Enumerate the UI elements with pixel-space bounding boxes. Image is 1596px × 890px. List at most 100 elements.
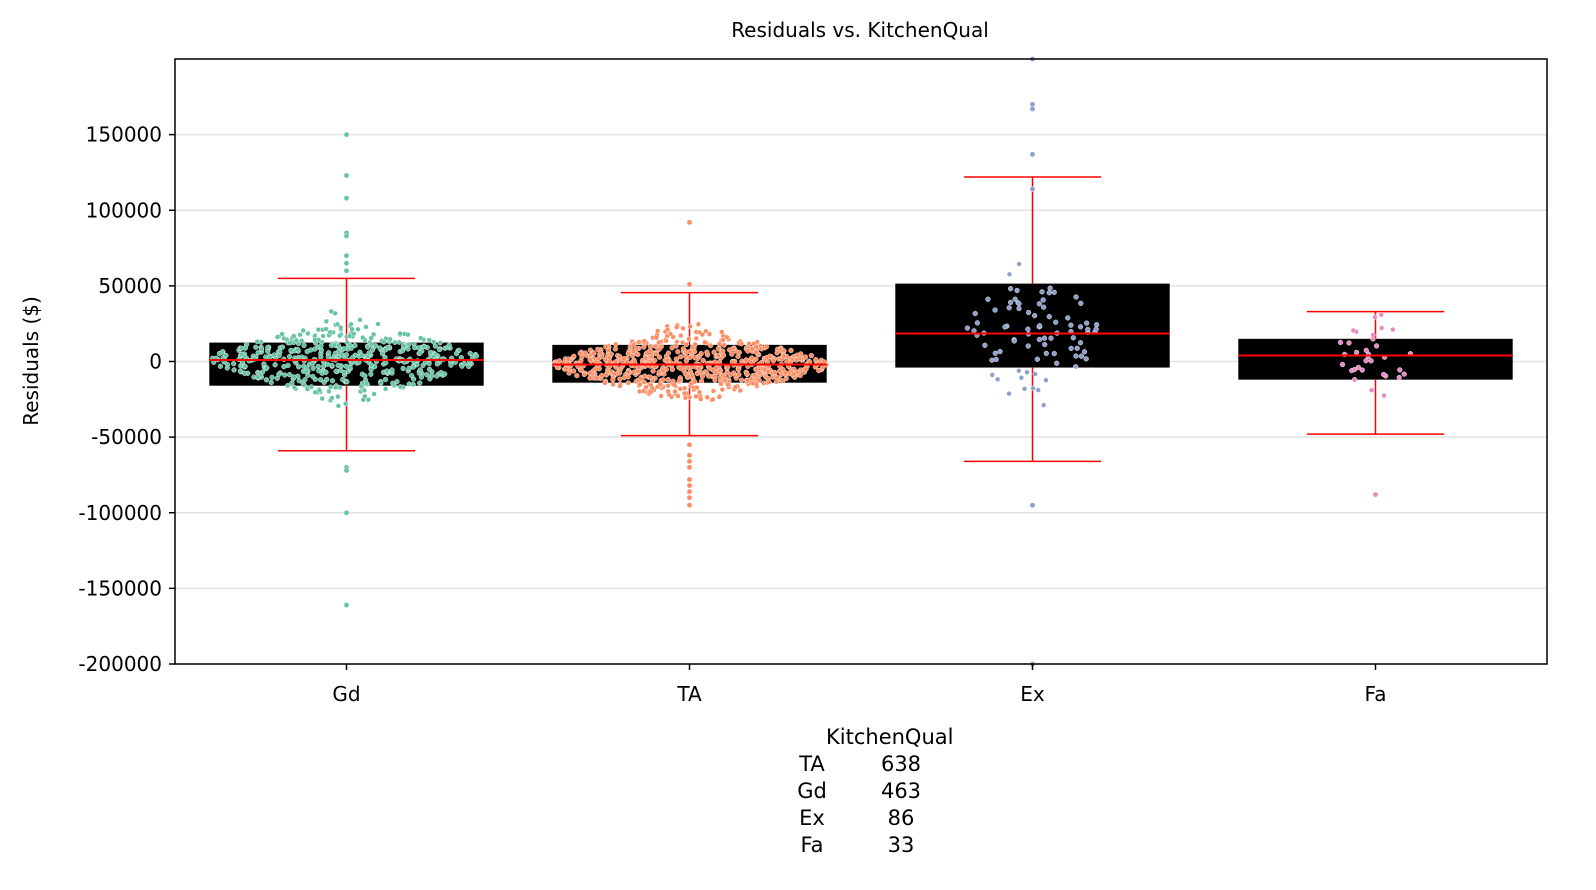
swarm-point-TA [582, 350, 589, 356]
swarm-point-TA [656, 354, 663, 360]
swarm-point-Fa [1350, 327, 1356, 334]
chart-title: Residuals vs. KitchenQual [731, 18, 989, 42]
swarm-point-TA [756, 377, 762, 383]
swarm-point-Ex [1053, 319, 1059, 325]
swarm-point-Fa [1390, 326, 1396, 333]
swarm-point-Gd [390, 380, 396, 386]
swarm-point-TA [636, 388, 643, 395]
swarm-point-TA [680, 346, 686, 352]
swarm-point-TA [595, 346, 601, 353]
swarm-point-TA [722, 377, 728, 384]
swarm-point-TA [763, 343, 770, 350]
swarm-point-TA [617, 376, 623, 382]
swarm-point-TA [720, 337, 726, 343]
swarm-point-Ex [985, 296, 991, 302]
swarm-point-Ex [1042, 341, 1048, 348]
swarm-point-Gd [324, 376, 330, 383]
swarm-point-Gd [351, 331, 357, 337]
swarm-point-Gd [288, 347, 294, 354]
swarm-point-TA [656, 339, 662, 346]
swarm-point-TA [643, 355, 649, 361]
swarm-point-Gd [418, 374, 425, 380]
swarm-point-TA [693, 393, 699, 399]
outlier-point-Gd [343, 467, 350, 474]
swarm-point-Fa [1397, 367, 1403, 373]
outlier-point-Fa [1372, 491, 1379, 498]
swarm-point-Ex [972, 310, 978, 317]
swarm-point-Gd [384, 368, 390, 374]
swarm-point-TA [587, 370, 593, 376]
swarm-point-Gd [291, 333, 297, 339]
swarm-point-Ex [1039, 289, 1045, 295]
swarm-point-Ex [1030, 385, 1036, 391]
swarm-point-TA [675, 349, 681, 355]
swarm-point-Gd [387, 336, 393, 342]
swarm-point-Gd [426, 366, 433, 372]
swarm-point-TA [725, 382, 731, 388]
swarm-point-Gd [328, 308, 334, 314]
swarm-point-Gd [396, 339, 402, 345]
swarm-point-Gd [368, 362, 374, 368]
x-tick-label: Fa [1365, 682, 1387, 706]
swarm-point-Gd [268, 379, 274, 386]
swarm-point-Gd [405, 346, 411, 352]
outlier-point-TA [686, 441, 693, 448]
swarm-point-TA [746, 341, 752, 347]
swarm-point-TA [686, 336, 692, 342]
swarm-point-TA [591, 350, 597, 356]
swarm-point-TA [710, 388, 717, 394]
swarm-point-Gd [343, 363, 349, 369]
swarm-point-Gd [399, 348, 406, 354]
swarm-point-TA [678, 354, 684, 360]
swarm-point-Ex [1077, 340, 1084, 346]
outlier-point-TA [686, 502, 693, 508]
swarm-point-Ex [1046, 314, 1052, 320]
swarm-point-Gd [276, 352, 282, 359]
swarm-point-TA [737, 387, 743, 394]
swarm-point-TA [692, 355, 698, 361]
swarm-point-TA [719, 329, 725, 335]
swarm-point-Ex [1035, 387, 1041, 393]
count-table-header: KitchenQual [826, 725, 954, 749]
swarm-point-TA [696, 365, 702, 372]
swarm-point-Ex [1046, 290, 1052, 296]
swarm-point-TA [677, 386, 683, 392]
swarm-point-Gd [429, 373, 435, 379]
swarm-point-Ex [1047, 285, 1053, 291]
swarm-point-TA [636, 339, 642, 345]
swarm-point-Gd [358, 383, 364, 389]
swarm-point-TA [771, 369, 778, 375]
swarm-point-Ex [1012, 296, 1018, 302]
swarm-point-Gd [287, 340, 293, 346]
swarm-point-Gd [281, 335, 287, 342]
swarm-point-TA [707, 342, 714, 349]
swarm-point-Gd [323, 318, 329, 324]
swarm-point-TA [745, 378, 751, 384]
swarm-point-Gd [223, 352, 229, 359]
swarm-point-Ex [1041, 402, 1047, 408]
swarm-point-Gd [253, 344, 259, 350]
swarm-point-Ex [997, 348, 1003, 355]
swarm-point-Ex [1041, 335, 1048, 341]
swarm-point-Gd [434, 361, 440, 367]
swarm-point-TA [704, 394, 710, 400]
swarm-point-TA [683, 358, 690, 364]
swarm-point-Gd [373, 343, 379, 349]
swarm-point-Gd [426, 361, 432, 367]
swarm-point-TA [655, 328, 661, 334]
swarm-point-Gd [265, 344, 271, 351]
outlier-point-Ex [1029, 502, 1036, 508]
x-tick-label: TA [676, 682, 702, 706]
swarm-point-Ex [1068, 322, 1074, 328]
swarm-point-TA [744, 371, 750, 377]
swarm-point-TA [674, 324, 680, 330]
swarm-point-TA [692, 379, 698, 385]
swarm-point-TA [603, 372, 609, 378]
swarm-point-Gd [382, 376, 389, 383]
swarm-point-Ex [1048, 335, 1054, 341]
swarm-point-TA [779, 378, 786, 384]
swarm-point-Gd [296, 378, 302, 384]
swarm-point-TA [638, 376, 644, 382]
swarm-point-TA [643, 384, 649, 390]
swarm-point-Gd [424, 372, 430, 378]
